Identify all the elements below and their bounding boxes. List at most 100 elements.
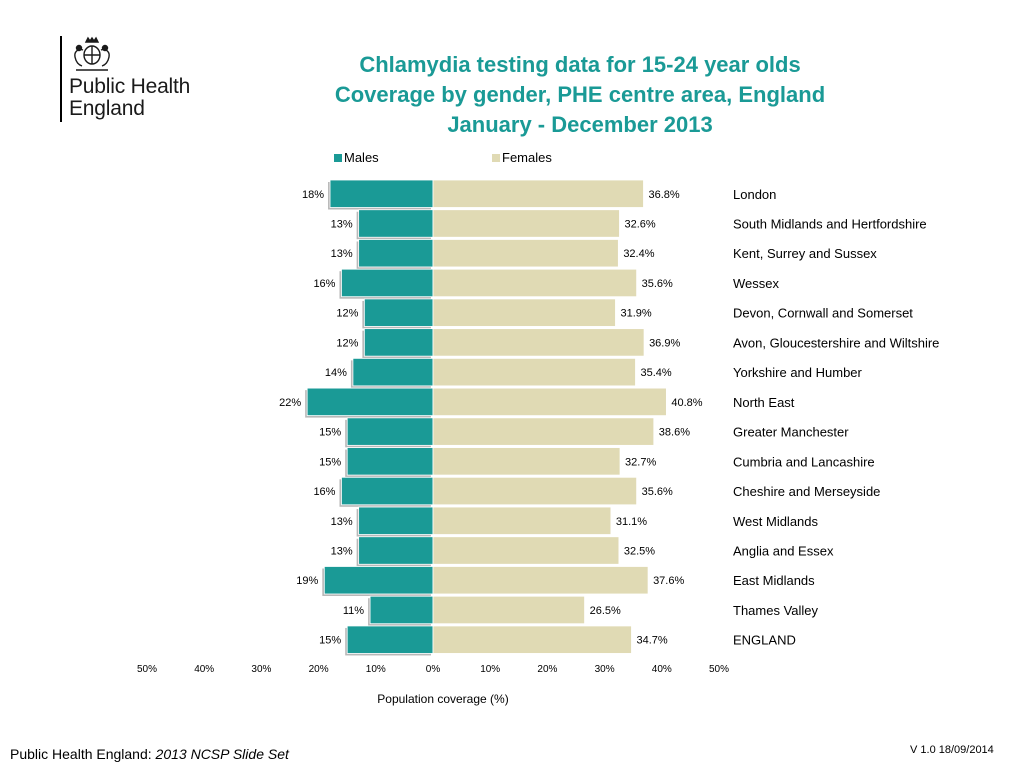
male-bar [363,328,434,357]
male-bar [358,239,434,268]
female-bar [432,625,632,654]
female-data-label: 35.4% [640,367,671,379]
category-label: London [733,187,776,202]
male-data-label: 15% [319,427,341,439]
male-data-label: 12% [336,337,358,349]
male-data-label: 12% [336,308,358,320]
category-label: West Midlands [733,514,819,529]
male-bar [341,476,434,506]
x-tick-label: 30% [595,664,615,675]
category-label: East Midlands [733,573,815,588]
legend-females-label: Females [502,150,552,165]
x-tick-label: 50% [709,664,729,675]
legend-males-label: Males [344,150,379,165]
male-data-label: 11% [343,605,364,617]
x-tick-label: 40% [652,664,672,675]
x-tick-label: 40% [194,664,214,675]
male-bar [306,387,434,417]
legend-males-swatch [334,154,342,162]
chart-title-line2: Coverage by gender, PHE centre area, Eng… [334,82,826,107]
male-bar [323,566,434,595]
chart-title: Chlamydia testing data for 15-24 year ol… [280,50,880,140]
category-label: ENGLAND [733,633,796,648]
footer-source: Public Health England: 2013 NCSP Slide S… [10,746,289,762]
male-data-label: 18% [302,189,324,201]
female-bar [432,417,655,446]
female-data-label: 32.7% [625,456,656,468]
x-tick-label: 20% [309,664,329,675]
org-name: Public Health England [69,76,190,120]
female-data-label: 31.1% [616,516,647,528]
female-data-label: 32.5% [624,546,655,558]
x-tick-label: 10% [480,664,500,675]
category-label: Cheshire and Merseyside [733,484,880,499]
female-data-label: 36.9% [649,337,680,349]
male-data-label: 13% [331,546,353,558]
male-data-label: 14% [325,367,347,379]
female-bar [432,209,620,238]
female-bar [432,536,620,565]
x-tick-label: 0% [426,664,441,675]
category-label: South Midlands and Hertfordshire [733,216,927,231]
female-data-label: 26.5% [590,605,621,617]
male-bar [369,595,434,625]
phe-logo: Public Health England [60,36,220,126]
female-bar [432,357,636,387]
category-label: Yorkshire and Humber [733,365,863,380]
category-label: Avon, Gloucestershire and Wiltshire [733,335,939,350]
x-tick-label: 10% [366,664,386,675]
female-data-label: 32.6% [624,218,655,230]
female-data-label: 40.8% [671,397,702,409]
male-bar [363,298,434,327]
category-label: Thames Valley [733,603,819,618]
female-bar [432,387,667,417]
male-data-label: 16% [313,278,335,290]
footer-version: V 1.0 18/09/2014 [910,744,994,756]
male-data-label: 16% [313,486,335,498]
category-label: Devon, Cornwall and Somerset [733,306,913,321]
footer-source-prefix: Public Health England: [10,746,156,762]
royal-crest-icon [74,36,110,71]
female-data-label: 31.9% [620,308,651,320]
x-axis: 50% 40% 30% 20% 10% 0% 10% 20% 30% 40% 50% [137,664,729,675]
category-label: Cumbria and Lancashire [733,454,875,469]
category-label: Greater Manchester [733,425,849,440]
male-bar [352,357,434,387]
male-data-label: 15% [319,456,341,468]
x-tick-label: 50% [137,664,157,675]
male-bar [329,179,434,208]
legend-females-swatch [492,154,500,162]
chart-title-line3: January - December 2013 [447,112,713,137]
male-bar [341,268,434,298]
female-bar [432,566,649,595]
female-bar [432,268,638,298]
male-data-label: 15% [319,635,341,647]
female-bar [432,476,638,506]
female-data-label: 35.6% [642,278,673,290]
logo-divider [60,36,62,122]
x-tick-label: 20% [537,664,557,675]
male-bar [346,447,434,476]
female-bar [432,506,612,535]
male-data-label: 13% [331,516,353,528]
org-name-line2: England [69,97,145,120]
chart-title-line1: Chlamydia testing data for 15-24 year ol… [359,52,801,77]
male-bar [358,536,434,565]
female-data-label: 32.4% [623,248,654,260]
female-bar [432,239,619,268]
chart-legend: Males Females [334,150,552,165]
female-data-label: 36.8% [648,189,679,201]
female-bar [432,595,585,625]
male-data-label: 13% [331,218,353,230]
male-bar [358,506,434,535]
female-bar [432,298,616,327]
female-data-label: 37.6% [653,575,684,587]
male-bar [346,417,434,446]
female-bar [432,179,644,208]
x-tick-label: 30% [251,664,271,675]
org-name-line1: Public Health [69,75,191,98]
male-data-label: 22% [279,397,301,409]
female-bar [432,447,621,476]
female-bar [432,328,645,357]
